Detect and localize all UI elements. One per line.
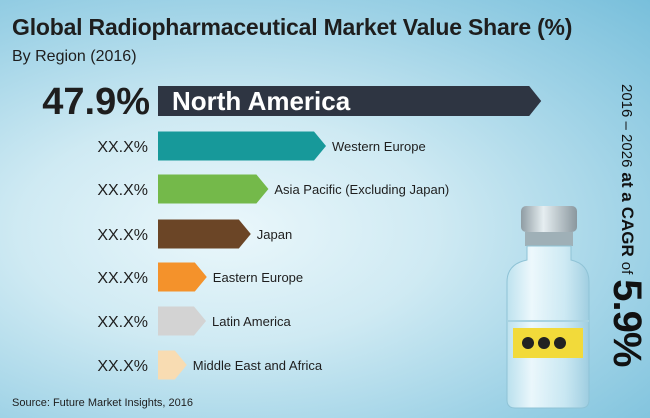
category-label: Japan bbox=[257, 227, 292, 242]
value-label: XX.X% bbox=[97, 139, 148, 156]
category-label: Middle East and Africa bbox=[193, 358, 323, 373]
value-label: XX.X% bbox=[97, 182, 148, 199]
bar-chart: 47.9% North America XX.X% Western Europe XX.… bbox=[42, 81, 542, 380]
category-label: Western Europe bbox=[332, 139, 426, 154]
chart-title: Global Radiopharmaceutical Market Value … bbox=[12, 14, 573, 40]
category-label: North America bbox=[172, 86, 351, 116]
bar-north-america bbox=[158, 86, 542, 116]
cagr-at-a: at a bbox=[618, 172, 637, 202]
bar-eastern-europe bbox=[158, 262, 207, 292]
value-label: XX.X% bbox=[97, 314, 148, 331]
bar-japan bbox=[158, 219, 251, 249]
bar-middle-east-and-africa bbox=[158, 350, 187, 380]
category-label: Latin America bbox=[212, 314, 292, 329]
cagr-value: 5.9% bbox=[605, 279, 650, 367]
cagr-label: CAGR bbox=[618, 206, 637, 257]
cagr-period: 2016 – 2026 bbox=[618, 84, 636, 168]
cagr-callout: 2016 – 2026 at a CAGR of 5.9% bbox=[605, 84, 650, 396]
chart-subtitle: By Region (2016) bbox=[12, 48, 137, 65]
cagr-of: of bbox=[618, 261, 636, 275]
vial-illustration bbox=[506, 206, 590, 409]
value-label: XX.X% bbox=[97, 358, 148, 375]
bar-western-europe bbox=[158, 131, 326, 161]
bar-asia-pacific-excluding-japan bbox=[158, 174, 269, 204]
value-label: 47.9% bbox=[42, 81, 150, 123]
value-label: XX.X% bbox=[97, 270, 148, 287]
category-label: Eastern Europe bbox=[213, 270, 303, 285]
category-label: Asia Pacific (Excluding Japan) bbox=[274, 182, 449, 197]
value-label: XX.X% bbox=[97, 227, 148, 244]
source-note: Source: Future Market Insights, 2016 bbox=[12, 397, 193, 409]
bar-latin-america bbox=[158, 306, 206, 336]
